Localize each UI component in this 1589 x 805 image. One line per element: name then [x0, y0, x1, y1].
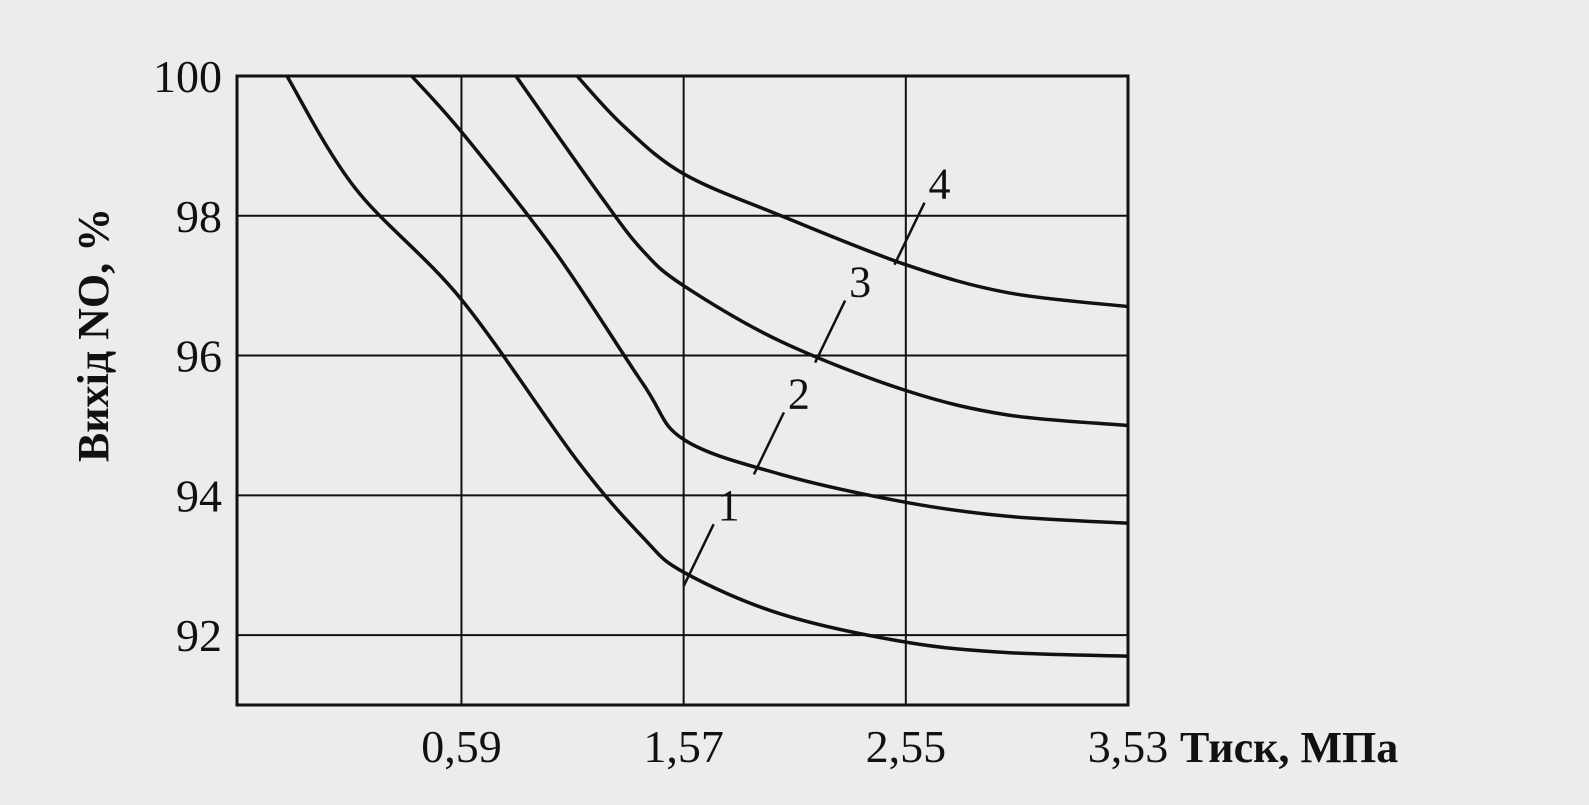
y-tick-label: 94	[176, 470, 222, 521]
y-axis-title: Вихід NO, %	[69, 208, 118, 462]
x-axis-title: Тиск, МПа	[1180, 723, 1398, 772]
y-tick-label: 100	[153, 51, 222, 102]
chart-series-group	[285, 74, 1129, 658]
series-label-leader	[814, 299, 847, 364]
y-tick-label: 92	[176, 610, 222, 661]
series-label-1: 1	[718, 481, 740, 530]
y-tick-label: 96	[176, 331, 222, 382]
series-line-2	[410, 74, 1129, 526]
series-label-3: 3	[849, 258, 871, 307]
chart-series-labels: 1 2 3 4	[682, 160, 950, 587]
series-line-4	[575, 74, 1129, 309]
chart-ticks: 0,59 1,57 2,55 3,53 100 98 96 94 92	[153, 51, 1168, 772]
chart-grid	[235, 74, 1130, 707]
series-line-1	[285, 75, 1129, 658]
series-label-4: 4	[928, 160, 950, 209]
series-label-leader	[893, 202, 926, 266]
plot-frame	[235, 74, 1130, 707]
x-tick-label: 1,57	[643, 721, 724, 772]
x-tick-label: 0,59	[421, 721, 502, 772]
y-tick-label: 98	[176, 191, 222, 242]
series-line-3	[514, 74, 1129, 428]
x-tick-label: 3,53	[1088, 721, 1169, 772]
series-label-2: 2	[788, 369, 810, 418]
series-label-leader	[682, 523, 715, 587]
x-tick-label: 2,55	[866, 721, 947, 772]
series-label-leader	[752, 411, 786, 475]
